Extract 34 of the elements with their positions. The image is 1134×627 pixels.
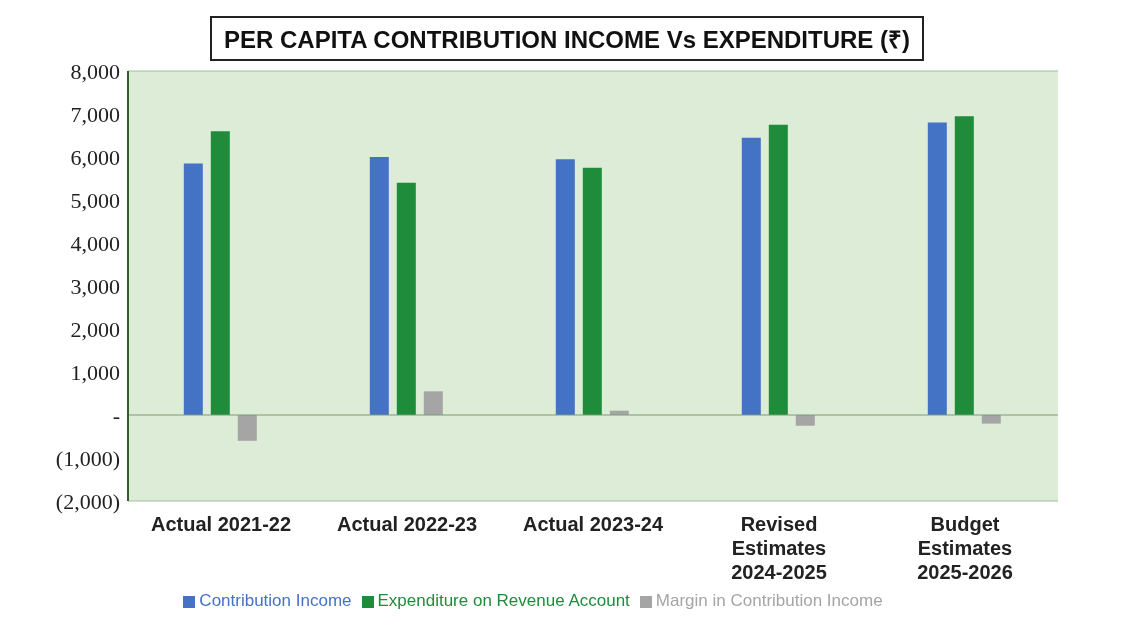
x-tick-label: Actual 2022-23 xyxy=(336,513,478,535)
y-tick-label: 4,000 xyxy=(70,230,120,256)
x-tick-label: Actual 2021-22 xyxy=(150,513,292,535)
bar xyxy=(954,116,974,415)
bar xyxy=(369,157,389,415)
y-tick-label: 6,000 xyxy=(70,144,120,170)
bar xyxy=(555,159,575,415)
y-tick-label: 8,000 xyxy=(70,58,120,84)
bar xyxy=(210,131,230,415)
y-tick-label: - xyxy=(112,402,120,428)
bar xyxy=(981,415,1001,424)
bar xyxy=(582,167,602,415)
legend-label: Contribution Income xyxy=(199,591,352,610)
y-tick-label: 7,000 xyxy=(70,101,120,127)
y-tick-label: 5,000 xyxy=(70,187,120,213)
bar xyxy=(795,415,815,426)
chart-title: PER CAPITA CONTRIBUTION INCOME Vs EXPENDITURE (₹) xyxy=(209,16,925,61)
y-tick-label: 1,000 xyxy=(70,359,120,385)
bar xyxy=(927,122,947,415)
x-tick-label: Budget Estimates 2025-2026 xyxy=(917,513,1013,583)
bar xyxy=(237,415,257,441)
y-tick-label: 3,000 xyxy=(70,273,120,299)
y-tick-label: (2,000) xyxy=(55,488,120,514)
x-tick-label: Revised Estimates 2024-2025 xyxy=(731,513,827,583)
bar xyxy=(423,391,443,415)
y-tick-label: (1,000) xyxy=(55,445,120,471)
y-tick-label: 2,000 xyxy=(70,316,120,342)
bar xyxy=(741,137,761,415)
bar xyxy=(183,163,203,415)
legend-label: Expenditure on Revenue Account xyxy=(377,591,630,610)
x-tick-label: Actual 2023-24 xyxy=(522,513,664,535)
legend-label: Margin in Contribution Income xyxy=(655,591,883,610)
bar xyxy=(768,124,788,415)
bar xyxy=(396,182,416,415)
